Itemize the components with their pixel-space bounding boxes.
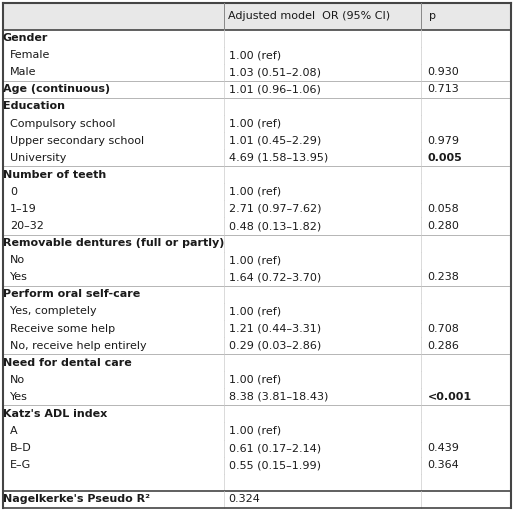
Text: 1–19: 1–19 <box>10 204 37 214</box>
Text: 0.058: 0.058 <box>428 204 460 214</box>
Text: 20–32: 20–32 <box>10 221 44 231</box>
Text: 0.238: 0.238 <box>428 272 460 282</box>
Text: 1.00 (ref): 1.00 (ref) <box>229 426 281 436</box>
Text: Yes, completely: Yes, completely <box>10 306 97 317</box>
Text: 0.280: 0.280 <box>428 221 460 231</box>
Text: 8.38 (3.81–18.43): 8.38 (3.81–18.43) <box>229 392 328 402</box>
Text: Nagelkerke's Pseudo R²: Nagelkerke's Pseudo R² <box>3 494 150 504</box>
Text: 1.03 (0.51–2.08): 1.03 (0.51–2.08) <box>229 67 321 77</box>
Text: University: University <box>10 153 67 162</box>
Text: Yes: Yes <box>10 392 28 402</box>
Text: No, receive help entirely: No, receive help entirely <box>10 340 147 351</box>
Text: 0.439: 0.439 <box>428 443 460 453</box>
Text: 1.00 (ref): 1.00 (ref) <box>229 306 281 317</box>
Text: 0.713: 0.713 <box>428 85 460 94</box>
Bar <box>3 3 511 30</box>
Text: 0.29 (0.03–2.86): 0.29 (0.03–2.86) <box>229 340 321 351</box>
Text: 0.005: 0.005 <box>428 153 463 162</box>
Text: Compulsory school: Compulsory school <box>10 118 116 129</box>
Text: 1.00 (ref): 1.00 (ref) <box>229 118 281 129</box>
Text: 1.21 (0.44–3.31): 1.21 (0.44–3.31) <box>229 323 321 334</box>
Text: 0.979: 0.979 <box>428 135 460 146</box>
Text: 1.00 (ref): 1.00 (ref) <box>229 50 281 60</box>
Text: Gender: Gender <box>3 33 48 43</box>
Text: 1.64 (0.72–3.70): 1.64 (0.72–3.70) <box>229 272 321 282</box>
Text: B–D: B–D <box>10 443 32 453</box>
Text: p: p <box>429 11 436 21</box>
Text: 1.01 (0.96–1.06): 1.01 (0.96–1.06) <box>229 85 321 94</box>
Text: 0.55 (0.15–1.99): 0.55 (0.15–1.99) <box>229 460 321 470</box>
Text: 0.48 (0.13–1.82): 0.48 (0.13–1.82) <box>229 221 321 231</box>
Text: 0.286: 0.286 <box>428 340 460 351</box>
Text: Upper secondary school: Upper secondary school <box>10 135 144 146</box>
Text: Perform oral self-care: Perform oral self-care <box>3 290 140 299</box>
Text: 0.324: 0.324 <box>229 494 261 504</box>
Text: Removable dentures (full or partly): Removable dentures (full or partly) <box>3 238 224 248</box>
Text: Number of teeth: Number of teeth <box>3 170 106 180</box>
Text: Yes: Yes <box>10 272 28 282</box>
Text: 1.00 (ref): 1.00 (ref) <box>229 255 281 265</box>
Text: 1.00 (ref): 1.00 (ref) <box>229 375 281 385</box>
Text: 0.708: 0.708 <box>428 323 460 334</box>
Text: Receive some help: Receive some help <box>10 323 116 334</box>
Text: 2.71 (0.97–7.62): 2.71 (0.97–7.62) <box>229 204 321 214</box>
Text: 0.61 (0.17–2.14): 0.61 (0.17–2.14) <box>229 443 321 453</box>
Text: 1.00 (ref): 1.00 (ref) <box>229 187 281 197</box>
Text: E–G: E–G <box>10 460 31 470</box>
Text: Age (continuous): Age (continuous) <box>3 85 109 94</box>
Text: Katz's ADL index: Katz's ADL index <box>3 409 107 419</box>
Text: 1.01 (0.45–2.29): 1.01 (0.45–2.29) <box>229 135 321 146</box>
Text: 0.364: 0.364 <box>428 460 460 470</box>
Text: 0.930: 0.930 <box>428 67 460 77</box>
Text: Female: Female <box>10 50 51 60</box>
Text: Need for dental care: Need for dental care <box>3 358 131 367</box>
Text: Male: Male <box>10 67 37 77</box>
Text: No: No <box>10 375 25 385</box>
Text: 4.69 (1.58–13.95): 4.69 (1.58–13.95) <box>229 153 328 162</box>
Text: Adjusted model  OR (95% CI): Adjusted model OR (95% CI) <box>228 11 390 21</box>
Text: No: No <box>10 255 25 265</box>
Text: A: A <box>10 426 18 436</box>
Text: <0.001: <0.001 <box>428 392 472 402</box>
Text: 0: 0 <box>10 187 17 197</box>
Text: Education: Education <box>3 101 65 112</box>
